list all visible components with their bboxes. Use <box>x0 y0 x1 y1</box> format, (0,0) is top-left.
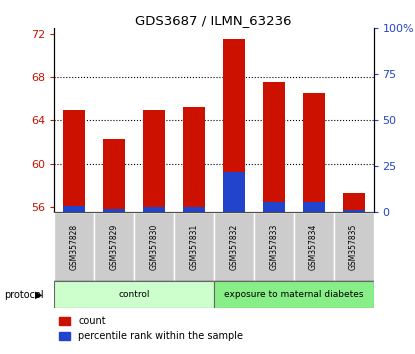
Bar <box>223 39 245 212</box>
Bar <box>63 206 85 212</box>
Bar <box>103 209 125 212</box>
Text: GSM357832: GSM357832 <box>229 224 238 270</box>
Text: GSM357835: GSM357835 <box>349 224 358 270</box>
Text: ▶: ▶ <box>35 290 43 300</box>
Bar <box>342 210 364 212</box>
Text: control: control <box>118 290 149 299</box>
Bar <box>214 212 254 281</box>
Bar <box>134 212 174 281</box>
Bar <box>263 202 285 212</box>
Bar <box>214 281 374 308</box>
Bar <box>294 212 334 281</box>
Bar <box>63 109 85 212</box>
Bar <box>183 207 205 212</box>
Bar <box>303 202 325 212</box>
Text: GSM357831: GSM357831 <box>189 224 198 270</box>
Bar <box>54 281 214 308</box>
Text: GSM357829: GSM357829 <box>110 224 118 270</box>
Legend: count, percentile rank within the sample: count, percentile rank within the sample <box>59 316 243 341</box>
Bar <box>303 93 325 212</box>
Bar <box>223 172 245 212</box>
Bar <box>143 109 165 212</box>
Text: GSM357833: GSM357833 <box>269 224 278 270</box>
Title: GDS3687 / ILMN_63236: GDS3687 / ILMN_63236 <box>135 14 292 27</box>
Text: GSM357828: GSM357828 <box>69 224 78 270</box>
Text: GSM357834: GSM357834 <box>309 224 318 270</box>
Bar <box>342 193 364 212</box>
Bar <box>174 212 214 281</box>
Text: protocol: protocol <box>4 290 44 300</box>
Bar <box>263 82 285 212</box>
Bar <box>103 139 125 212</box>
Bar <box>254 212 294 281</box>
Bar <box>183 107 205 212</box>
Bar <box>54 212 94 281</box>
Bar <box>143 207 165 212</box>
Bar <box>94 212 134 281</box>
Text: exposure to maternal diabetes: exposure to maternal diabetes <box>224 290 364 299</box>
Bar <box>334 212 374 281</box>
Text: GSM357830: GSM357830 <box>149 224 158 270</box>
